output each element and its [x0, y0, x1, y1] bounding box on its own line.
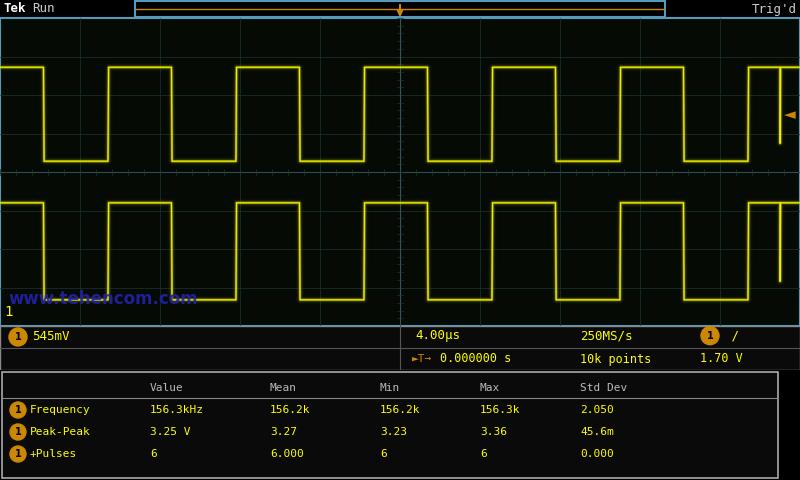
Text: 3.27: 3.27 — [270, 427, 297, 437]
Text: Trig'd: Trig'd — [752, 2, 797, 15]
Circle shape — [10, 424, 26, 440]
Text: Value: Value — [150, 383, 184, 393]
Circle shape — [10, 446, 26, 462]
Text: +Pulses: +Pulses — [30, 449, 78, 459]
Text: Tek: Tek — [3, 2, 26, 15]
Text: 3.23: 3.23 — [380, 427, 407, 437]
Circle shape — [9, 328, 27, 346]
Bar — [0, 0, 800, 18]
Text: 0.000000 s: 0.000000 s — [440, 352, 511, 365]
Text: 45.6m: 45.6m — [580, 427, 614, 437]
Text: 156.2k: 156.2k — [380, 405, 421, 415]
Text: 3.36: 3.36 — [480, 427, 507, 437]
Text: 6: 6 — [150, 449, 157, 459]
Text: 10k points: 10k points — [580, 352, 651, 365]
Text: 1: 1 — [4, 305, 12, 319]
Text: Run: Run — [32, 2, 54, 15]
Text: 250MS/s: 250MS/s — [580, 329, 633, 342]
Circle shape — [10, 402, 26, 418]
Text: Frequency: Frequency — [30, 405, 90, 415]
Text: 156.3kHz: 156.3kHz — [150, 405, 204, 415]
Text: Min: Min — [380, 383, 400, 393]
Text: 6.000: 6.000 — [270, 449, 304, 459]
Text: 1: 1 — [14, 427, 22, 437]
Text: 3.25 V: 3.25 V — [150, 427, 190, 437]
Text: 6: 6 — [480, 449, 486, 459]
Text: www.tehencom.com: www.tehencom.com — [8, 290, 198, 308]
Text: 1.70 V: 1.70 V — [700, 352, 742, 365]
Text: 545mV: 545mV — [32, 331, 70, 344]
Text: 2.050: 2.050 — [580, 405, 614, 415]
Text: ◄: ◄ — [784, 107, 796, 122]
Bar — [135, 1, 665, 17]
Text: Std Dev: Std Dev — [580, 383, 627, 393]
Text: 1: 1 — [706, 331, 714, 341]
Circle shape — [701, 327, 719, 345]
Text: Peak-Peak: Peak-Peak — [30, 427, 90, 437]
Text: Mean: Mean — [270, 383, 297, 393]
Text: 1: 1 — [14, 332, 22, 342]
Text: ►T→: ►T→ — [412, 354, 432, 364]
Text: 1: 1 — [14, 449, 22, 459]
Text: 0.000: 0.000 — [580, 449, 614, 459]
Text: 156.2k: 156.2k — [270, 405, 310, 415]
Text: 156.3k: 156.3k — [480, 405, 521, 415]
Text: /: / — [724, 329, 739, 342]
Text: Max: Max — [480, 383, 500, 393]
Text: 6: 6 — [380, 449, 386, 459]
Text: 1: 1 — [14, 405, 22, 415]
Text: 4.00μs: 4.00μs — [415, 329, 460, 342]
